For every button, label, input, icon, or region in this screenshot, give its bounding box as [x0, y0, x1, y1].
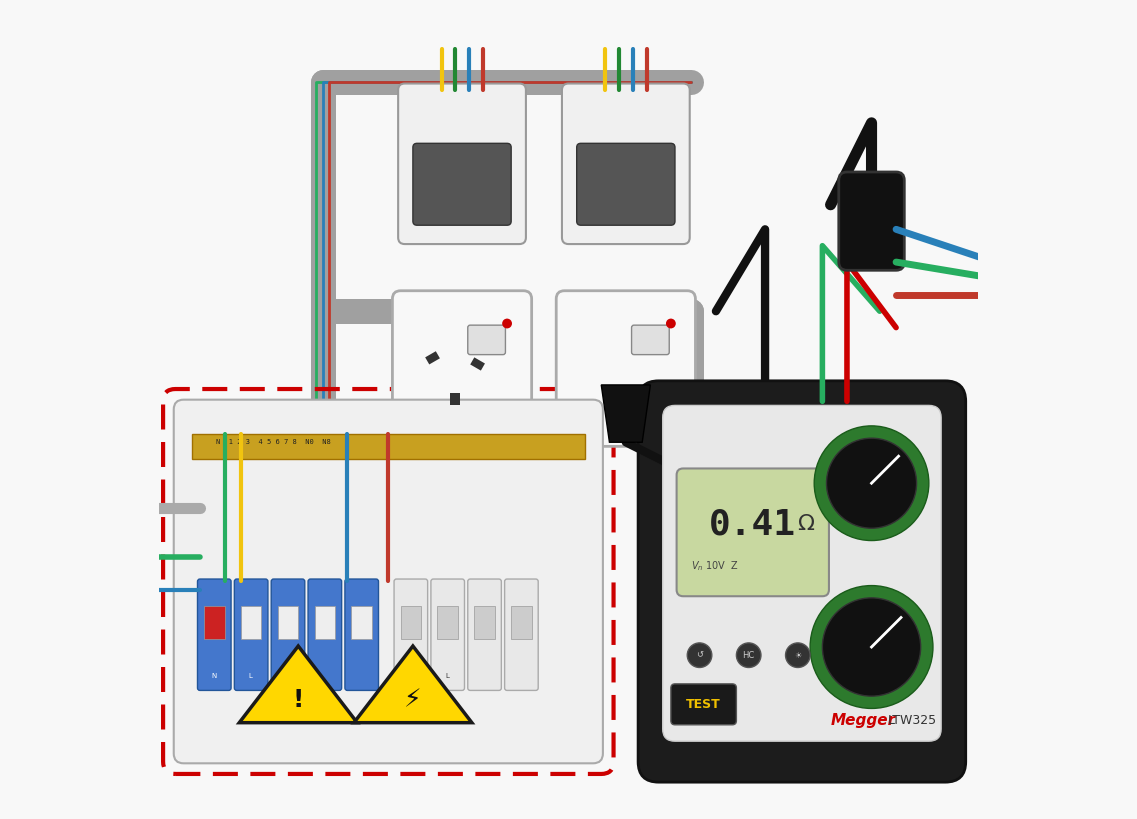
Circle shape: [810, 586, 933, 708]
Bar: [425, 351, 440, 364]
FancyBboxPatch shape: [839, 172, 904, 270]
Bar: [315, 606, 335, 639]
Circle shape: [737, 643, 761, 667]
FancyBboxPatch shape: [556, 291, 696, 446]
FancyBboxPatch shape: [467, 325, 506, 355]
FancyBboxPatch shape: [272, 579, 305, 690]
FancyBboxPatch shape: [576, 143, 675, 225]
FancyBboxPatch shape: [638, 381, 965, 782]
Text: $V_{n}$ 10V  Z: $V_{n}$ 10V Z: [691, 559, 739, 573]
Circle shape: [503, 319, 512, 328]
FancyBboxPatch shape: [345, 579, 379, 690]
Text: Megger: Megger: [831, 713, 896, 728]
Text: LTW325: LTW325: [888, 714, 937, 727]
FancyBboxPatch shape: [398, 84, 526, 244]
Polygon shape: [601, 385, 650, 442]
FancyBboxPatch shape: [562, 84, 690, 244]
Text: HC: HC: [742, 651, 755, 659]
Bar: [512, 606, 532, 639]
Circle shape: [814, 426, 929, 541]
FancyBboxPatch shape: [663, 405, 941, 741]
Text: Ω: Ω: [797, 514, 814, 534]
Polygon shape: [239, 646, 357, 722]
Bar: [351, 606, 372, 639]
Bar: [471, 357, 485, 370]
FancyBboxPatch shape: [631, 325, 670, 355]
FancyBboxPatch shape: [505, 579, 538, 690]
FancyBboxPatch shape: [392, 291, 532, 446]
FancyBboxPatch shape: [174, 400, 603, 763]
Bar: [204, 606, 224, 639]
Text: TEST: TEST: [687, 698, 721, 711]
Text: N: N: [408, 672, 413, 679]
Bar: [450, 393, 459, 405]
Bar: [192, 434, 584, 459]
Bar: [474, 606, 495, 639]
Text: N  1 2 3  4 5 6 7 8  N0  N8: N 1 2 3 4 5 6 7 8 N0 N8: [216, 439, 331, 446]
Circle shape: [666, 319, 675, 328]
Text: ☀: ☀: [794, 651, 802, 659]
FancyBboxPatch shape: [677, 468, 829, 596]
FancyBboxPatch shape: [234, 579, 268, 690]
FancyBboxPatch shape: [431, 579, 465, 690]
FancyBboxPatch shape: [308, 579, 341, 690]
Text: !: !: [292, 688, 304, 713]
FancyBboxPatch shape: [467, 579, 501, 690]
Text: 0.41: 0.41: [709, 507, 796, 541]
Text: N: N: [211, 672, 216, 679]
FancyBboxPatch shape: [198, 579, 231, 690]
Polygon shape: [354, 646, 472, 722]
Text: ⚡: ⚡: [404, 688, 422, 713]
Circle shape: [822, 598, 921, 696]
Circle shape: [687, 643, 712, 667]
Text: L: L: [249, 672, 252, 679]
Bar: [277, 606, 298, 639]
Circle shape: [786, 643, 810, 667]
FancyBboxPatch shape: [395, 579, 428, 690]
FancyBboxPatch shape: [671, 684, 737, 725]
Text: L: L: [446, 672, 449, 679]
Circle shape: [827, 438, 916, 528]
Bar: [400, 606, 421, 639]
FancyBboxPatch shape: [413, 143, 512, 225]
Text: ↺: ↺: [696, 651, 703, 659]
Bar: [438, 606, 458, 639]
Bar: [241, 606, 262, 639]
